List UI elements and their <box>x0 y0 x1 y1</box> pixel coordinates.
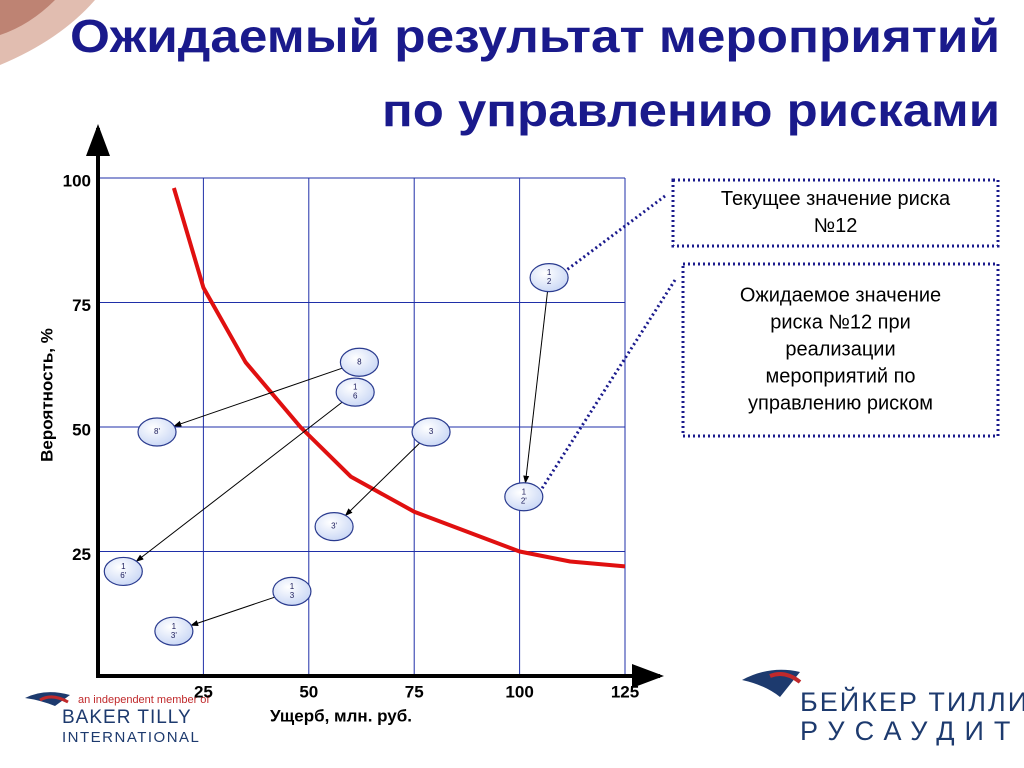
y-tick-label: 75 <box>72 296 91 315</box>
logo-text: БЕЙКЕР ТИЛЛИ <box>800 686 1024 717</box>
logo-text: BAKER TILLY <box>62 707 192 728</box>
callout-text: управлению риском <box>748 392 933 414</box>
point-label: 6' <box>120 571 126 580</box>
point-label: 3' <box>171 631 177 640</box>
logo-text: INTERNATIONAL <box>62 729 200 746</box>
callout-text: реализации <box>785 338 895 360</box>
risk-point <box>411 417 451 447</box>
callout-text: №12 <box>814 215 858 237</box>
x-tick-label: 50 <box>299 682 318 701</box>
point-label: 1 <box>547 268 552 277</box>
logo-text: an independent member of <box>78 694 210 706</box>
callout-connector <box>540 279 677 490</box>
risk-point <box>314 511 354 542</box>
point-label: 1 <box>290 582 295 591</box>
risk-point <box>137 417 177 447</box>
risk-point <box>103 556 143 587</box>
point-label: 1 <box>353 383 358 392</box>
point-label: 3' <box>331 522 337 531</box>
point-label: 8' <box>154 427 160 436</box>
logo-text: РУСАУДИТ <box>800 716 1020 746</box>
y-tick-label: 25 <box>72 545 91 564</box>
callout-text: Ожидаемое значение <box>740 284 941 306</box>
point-label: 6 <box>353 392 358 401</box>
point-label: 1 <box>172 622 177 631</box>
point-label: 3 <box>429 427 434 436</box>
arrow <box>523 291 548 484</box>
risk-point <box>529 263 569 293</box>
risk-point <box>335 377 375 407</box>
risk-point <box>272 576 312 606</box>
y-axis-label: Вероятность, % <box>37 328 56 462</box>
risk-point <box>504 482 544 512</box>
callout-text: мероприятий по <box>765 365 915 387</box>
callout-box <box>681 262 1000 438</box>
logo-left: an independent member of BAKER TILLY INT… <box>25 692 210 746</box>
point-label: 1 <box>522 487 527 496</box>
x-tick-label: 75 <box>405 682 424 701</box>
y-tick-label: 100 <box>63 171 91 190</box>
x-axis-label: Ущерб, млн. руб. <box>270 706 412 725</box>
x-tick-label: 25 <box>194 682 213 701</box>
arrow <box>135 401 343 562</box>
risk-point <box>339 347 379 377</box>
arrow <box>190 596 275 626</box>
risk-point <box>154 616 194 646</box>
point-label: 2 <box>547 277 552 286</box>
callout-text: риска №12 при <box>770 311 911 333</box>
callout-box <box>671 178 1000 248</box>
x-tick-label: 100 <box>505 682 533 701</box>
callout-connector <box>566 194 666 271</box>
point-label: 8 <box>357 357 362 366</box>
callout-text: Текущее значение риска <box>721 188 951 210</box>
y-tick-label: 50 <box>72 420 91 439</box>
x-tick-label: 125 <box>611 682 639 701</box>
arrow <box>173 367 343 427</box>
title-line: Ожидаемый результат мероприятий <box>70 10 1000 62</box>
arrow <box>344 442 420 517</box>
point-label: 3 <box>290 591 295 600</box>
point-label: 2' <box>521 496 527 505</box>
corner-decoration <box>0 0 95 65</box>
logo-right: БЕЙКЕР ТИЛЛИ РУСАУДИТ <box>742 669 1024 746</box>
title-line: по управлению рисками <box>382 84 1000 136</box>
point-label: 1 <box>121 562 126 571</box>
target-curve <box>171 187 626 569</box>
